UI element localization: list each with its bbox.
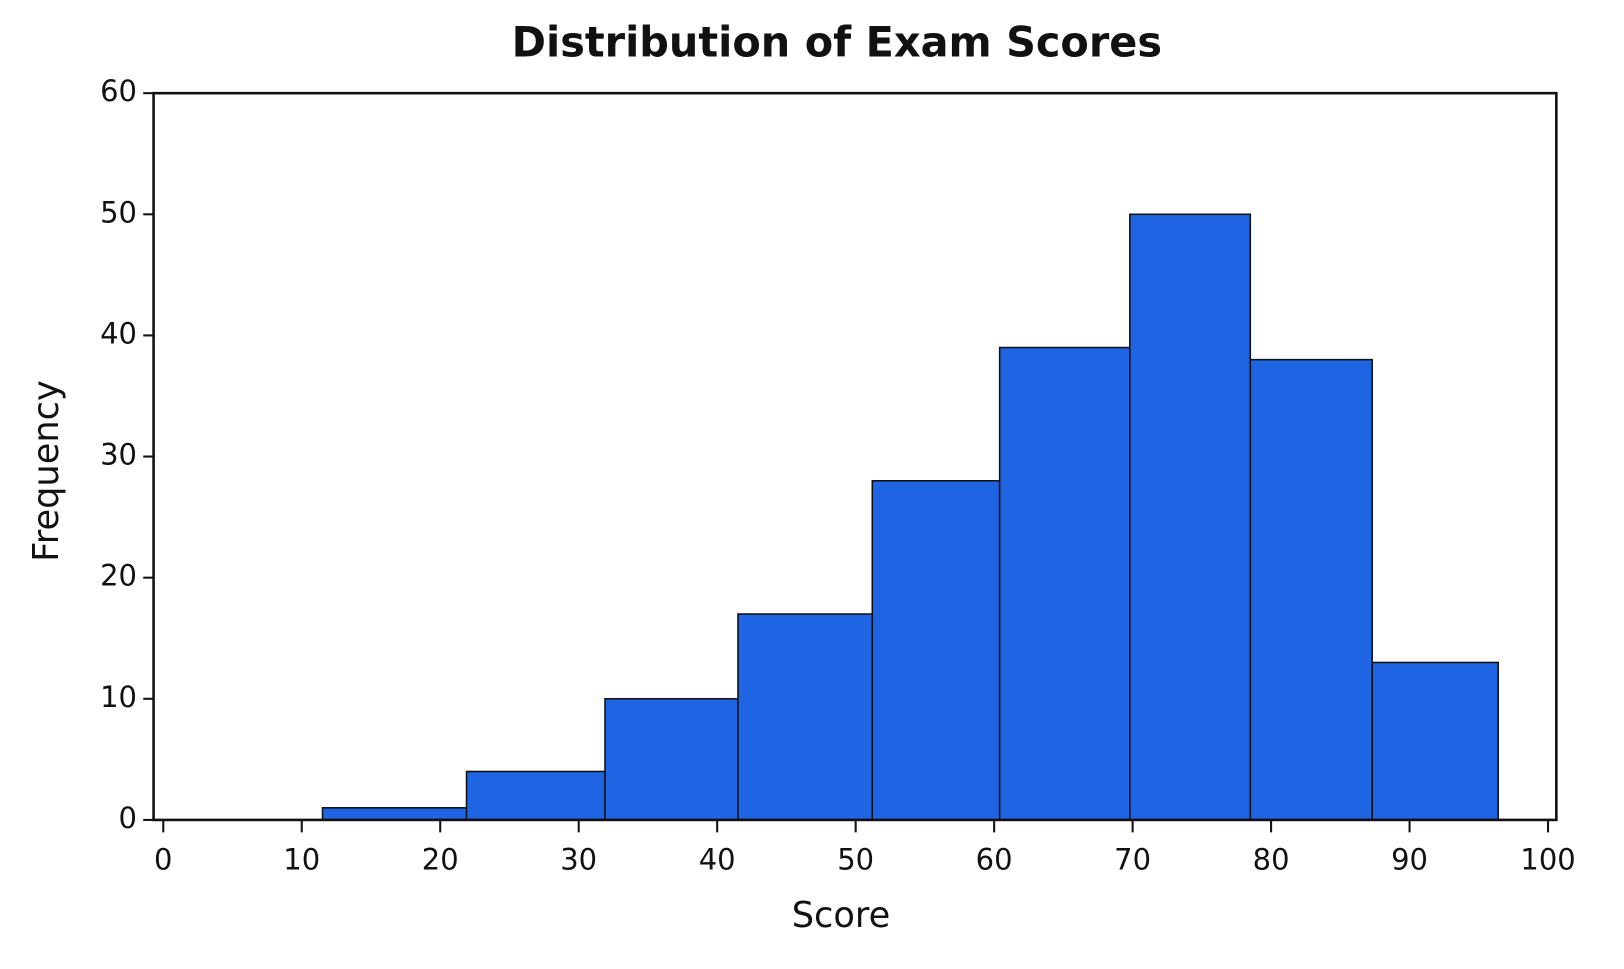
bar [1371,661,1499,821]
y-tick-label: 50 [100,195,137,229]
x-tick-label: 90 [1391,842,1428,876]
bar [998,346,1131,821]
bar [1129,213,1252,821]
y-tick-label: 0 [119,801,137,835]
chart-title: Distribution of Exam Scores [512,19,1162,67]
x-tick-label: 70 [1114,842,1151,876]
y-tick-label: 40 [100,316,137,350]
x-tick-label: 0 [154,842,172,876]
x-tick-label: 80 [1253,842,1290,876]
x-tick-label: 60 [976,842,1013,876]
x-tick-label: 50 [837,842,874,876]
bar [737,613,874,821]
bar [321,807,468,821]
x-tick-label: 10 [283,842,320,876]
bar [604,698,739,821]
x-tick-label: 100 [1520,842,1575,876]
y-tick-label: 10 [100,680,137,714]
bar [1249,358,1373,821]
y-tick-label: 30 [100,438,137,472]
y-tick-label: 20 [100,559,137,593]
x-axis-label: Score [792,895,891,936]
x-tick-label: 40 [699,842,736,876]
y-axis-label: Frequency [26,380,67,562]
x-tick-label: 30 [560,842,597,876]
bar [871,479,1001,821]
bar [465,770,606,821]
x-tick-label: 20 [422,842,459,876]
y-tick-label: 60 [100,74,137,108]
